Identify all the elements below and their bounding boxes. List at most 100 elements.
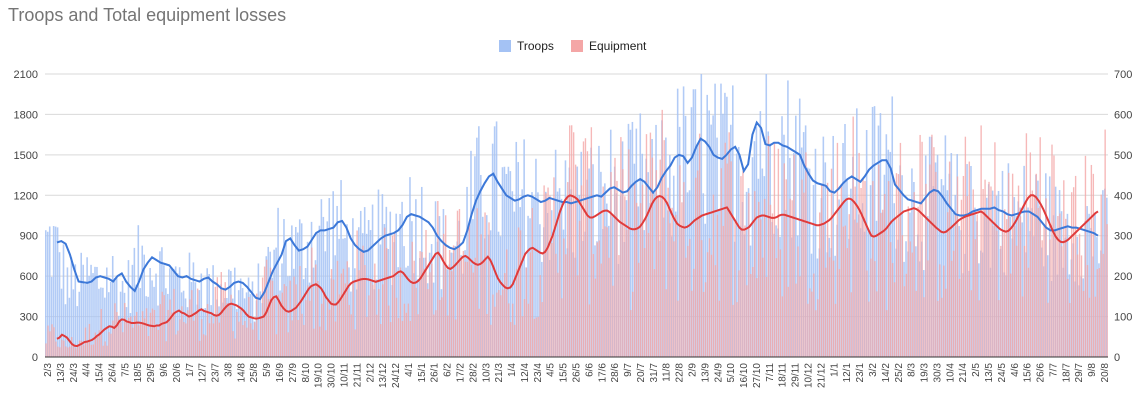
equipment-bar (732, 304, 734, 357)
equipment-bar (945, 288, 947, 357)
equipment-bar (795, 283, 797, 357)
troops-bar (56, 227, 59, 357)
x-tick-label: 13/3 (56, 363, 67, 383)
equipment-bar (476, 208, 478, 357)
equipment-bar (714, 265, 717, 357)
troops-bar (832, 135, 834, 357)
legend-label-troops: Troops (517, 39, 554, 53)
equipment-bar (925, 183, 927, 357)
equipment-bar (486, 314, 488, 357)
troops-bar (367, 220, 370, 357)
equipment-bar (1053, 155, 1055, 357)
troops-bar (397, 267, 399, 357)
equipment-bar (1057, 216, 1059, 357)
equipment-bar (687, 245, 689, 357)
equipment-bar (352, 280, 354, 357)
equipment-bar (691, 290, 693, 357)
troops-bar (318, 225, 321, 357)
troops-bar (70, 257, 73, 357)
equipment-bar (964, 136, 967, 357)
equipment-bar (1019, 216, 1022, 357)
equipment-bar (204, 335, 207, 357)
equipment-bar (494, 306, 496, 357)
equipment-bar (362, 245, 364, 357)
equipment-bar (315, 264, 317, 357)
equipment-bar (941, 297, 943, 357)
equipment-bar (872, 181, 874, 357)
equipment-bar (718, 300, 721, 357)
equipment-bar (813, 273, 815, 357)
equipment-bar (330, 269, 333, 357)
left-tick-label: 1500 (14, 150, 38, 162)
troops-bar (326, 221, 329, 357)
equipment-bar (456, 210, 459, 357)
equipment-bar (549, 195, 551, 357)
equipment-bar (893, 282, 896, 357)
equipment-bar (557, 272, 559, 357)
equipment-bar (533, 318, 535, 357)
equipment-bar (135, 311, 138, 357)
equipment-bar (509, 322, 512, 357)
equipment-bar (1051, 144, 1053, 357)
equipment-bar (478, 308, 480, 357)
equipment-bar (1002, 230, 1004, 357)
equipment-bar (92, 344, 95, 357)
right-tick-label: 600 (1114, 109, 1132, 121)
troops-bar (523, 139, 525, 357)
equipment-bar (80, 340, 83, 357)
equipment-bar (797, 246, 799, 357)
equipment-bar (177, 330, 179, 357)
x-tick-label: 26/1 (430, 363, 441, 383)
equipment-bar (224, 282, 226, 357)
equipment-bar (208, 323, 211, 357)
equipment-bar (187, 310, 189, 357)
equipment-bar (132, 327, 134, 357)
equipment-bar (179, 319, 181, 357)
troops-bar (751, 157, 754, 357)
equipment-bar (787, 286, 789, 357)
x-tick-label: 28/2 (468, 363, 479, 383)
left-tick-label: 0 (32, 352, 38, 364)
equipment-bar (202, 334, 205, 357)
equipment-bar (55, 341, 57, 357)
equipment-bar (870, 258, 872, 357)
equipment-bar (783, 163, 785, 357)
equipment-bar (559, 210, 561, 357)
equipment-bar (527, 303, 530, 357)
equipment-bar (570, 125, 573, 358)
troops-bar (312, 267, 315, 357)
equipment-bar (277, 294, 280, 357)
equipment-bar (939, 264, 941, 357)
equipment-bar (500, 295, 502, 357)
equipment-bar (909, 241, 911, 357)
equipment-bar (173, 288, 175, 357)
equipment-bar (446, 315, 449, 357)
equipment-bar (1011, 173, 1014, 357)
equipment-bar (47, 325, 49, 357)
equipment-bar (767, 135, 770, 357)
equipment-bar (193, 320, 195, 357)
equipment-bar (399, 267, 402, 357)
equipment-bar (777, 148, 780, 357)
equipment-bar (248, 296, 250, 357)
troops-bar (334, 255, 336, 357)
equipment-bar (600, 263, 602, 357)
equipment-bar (882, 209, 884, 357)
x-tick-label: 8/3 (907, 363, 918, 377)
equipment-bar (143, 318, 146, 357)
equipment-bar (364, 265, 366, 357)
equipment-bar (756, 278, 758, 357)
equipment-bar (411, 241, 413, 357)
troops-bar (277, 207, 279, 357)
equipment-bar (189, 299, 191, 357)
x-tick-label: 17/2 (455, 363, 466, 383)
equipment-bar (773, 142, 776, 357)
equipment-bar (212, 323, 215, 357)
equipment-bar (303, 324, 305, 357)
troops-bar (665, 137, 667, 357)
equipment-bar (74, 348, 77, 357)
equipment-bar (1070, 192, 1073, 357)
equipment-bar (584, 138, 587, 357)
troops-bar (950, 153, 953, 357)
troops-bar (48, 226, 51, 357)
